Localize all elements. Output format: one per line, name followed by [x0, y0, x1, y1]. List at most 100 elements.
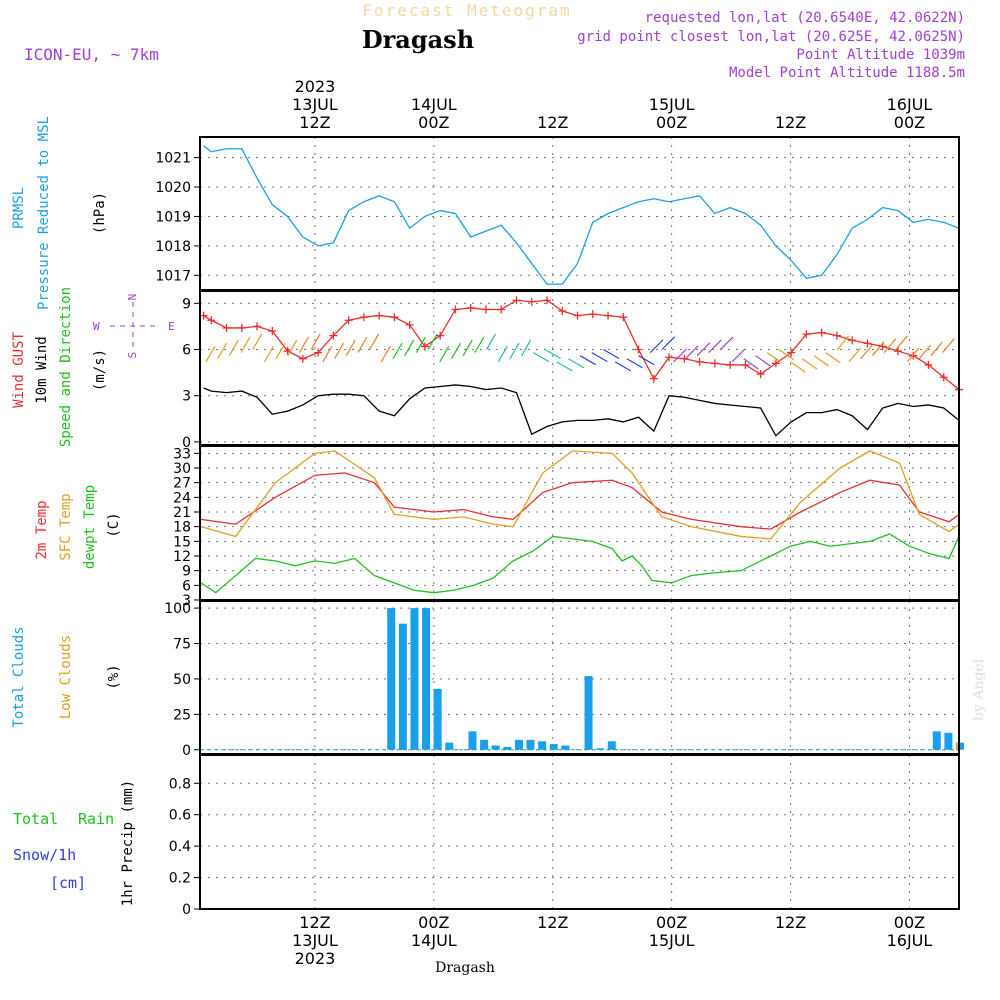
gust-marker: [543, 296, 551, 305]
wind-arrow: [766, 352, 783, 364]
low-clouds-label: Low Clouds: [58, 635, 74, 719]
wind-arrow: [907, 347, 920, 363]
bottom-time-label: 2023: [295, 949, 336, 968]
cloud-bar: [514, 739, 523, 750]
pressure-labels: PRMSL Pressure Reduced to MSL (hPa): [11, 116, 108, 310]
gust-marker: [558, 307, 567, 316]
cloud-bar: [584, 676, 593, 750]
gust-marker: [451, 305, 460, 314]
compass-e: E: [168, 320, 175, 333]
top-time-label: 00Z: [418, 113, 449, 132]
wind-arrow: [509, 342, 520, 360]
gust-marker: [756, 370, 765, 379]
gust-marker: [817, 328, 826, 337]
bottom-time-label: 12Z: [775, 913, 806, 932]
top-time-label: 00Z: [656, 113, 687, 132]
wind-labels: Wind GUST 10m Wind Speed and Direction (…: [11, 287, 175, 447]
gust-marker: [802, 330, 811, 339]
y-tick-label: 15: [173, 534, 191, 550]
top-time-label: 16JUL: [887, 95, 933, 114]
compass-icon: N S W E: [93, 294, 175, 359]
cloud-bar: [445, 742, 454, 750]
wind-arrow: [298, 336, 310, 353]
wind-arrow: [813, 355, 830, 367]
requested-coords: requested lon,lat (20.6540E, 42.0622N): [645, 10, 965, 26]
cloud-bar: [433, 688, 442, 750]
wind-arrow: [392, 342, 403, 360]
wind-arrow: [719, 336, 734, 350]
panel-frame: [199, 445, 960, 601]
gust-marker: [649, 374, 658, 383]
gust-marker: [420, 342, 429, 351]
gust-marker: [680, 354, 689, 363]
panel-frame: [199, 600, 960, 755]
wind-arrow: [345, 339, 356, 356]
wind-arrow: [568, 358, 585, 369]
gust-marker: [497, 305, 506, 314]
cloud-bar: [468, 731, 477, 750]
wind-arrow: [696, 342, 711, 357]
cloud-bar: [387, 608, 396, 750]
y-tick-label: 9: [182, 564, 191, 580]
wind-arrow: [673, 348, 687, 363]
plot-layer: 1017101810191020102103693691215182124273…: [155, 77, 964, 968]
credit: by Angel: [971, 658, 987, 721]
prmsl-label: PRMSL: [11, 187, 27, 229]
wind-arrow: [205, 345, 216, 363]
wind-arrow: [930, 341, 943, 357]
cloud-bar: [607, 741, 616, 750]
gust-marker: [207, 316, 216, 325]
wind-arrow: [486, 333, 497, 350]
cloud-labels: Total Clouds Low Clouds (%): [11, 626, 122, 727]
gust-marker: [481, 305, 490, 314]
y-tick-label: 33: [173, 446, 191, 462]
top-time-label: 12Z: [537, 113, 568, 132]
y-tick-label: 50: [173, 672, 191, 688]
gust-marker: [665, 353, 674, 362]
gust-marker: [512, 296, 521, 305]
cloud-bar: [491, 745, 500, 750]
wind-arrow: [556, 361, 573, 372]
wind-arrow: [263, 345, 274, 363]
cloud-unit: (%): [106, 664, 122, 689]
y-tick-label: 12: [173, 549, 191, 565]
y-tick-label: 0.8: [169, 776, 191, 792]
cloud-bar: [596, 748, 605, 750]
wind-arrow: [626, 358, 643, 369]
gust-marker: [344, 316, 353, 325]
top-time-label: 00Z: [894, 113, 925, 132]
gust-marker: [237, 323, 246, 332]
y-tick-label: 24: [173, 490, 191, 506]
gust-marker: [298, 354, 307, 363]
wind-arrow: [614, 361, 632, 372]
total-clouds-label: Total Clouds: [11, 626, 27, 727]
gust-marker: [436, 331, 445, 340]
bottom-time-label: 16JUL: [887, 931, 933, 950]
wind-arrow: [836, 335, 850, 350]
gust-marker: [741, 360, 750, 369]
model-label: ICON-EU, ~ 7km: [24, 45, 159, 64]
cloud-bar: [561, 745, 570, 750]
series-line-pressure: [203, 145, 960, 285]
gust-marker: [253, 322, 262, 331]
panel-frame: [199, 754, 960, 910]
wind-arrow: [462, 339, 473, 356]
gust-marker: [863, 339, 872, 348]
wind-arrow: [579, 355, 596, 366]
wind-arrow: [790, 361, 806, 373]
cloud-bar: [480, 739, 489, 750]
compass-n: N: [126, 294, 139, 301]
compass-w: W: [93, 320, 100, 333]
wind-arrow: [252, 333, 263, 350]
dewpt-label: dewpt Temp: [82, 485, 98, 569]
wind-arrow: [533, 352, 550, 363]
wind-arrow: [649, 339, 664, 354]
panel-clouds: 0 25 50 75 100: [164, 600, 964, 759]
precip-labels: Total Rain Snow/1h [cm] 1hr Precip (mm): [13, 780, 136, 906]
pressure-unit: (hPa): [92, 192, 108, 234]
wind-arrow: [778, 349, 794, 361]
wind-arrow: [474, 336, 485, 353]
gust-marker: [268, 327, 277, 336]
temp-unit: (C): [106, 512, 122, 537]
